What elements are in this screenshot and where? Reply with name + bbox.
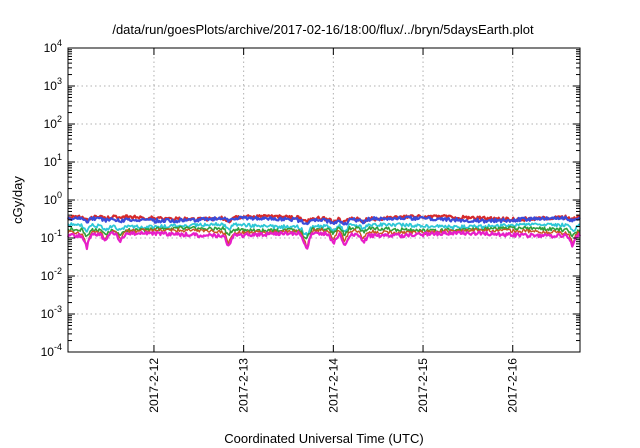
y-tick-base: 10	[44, 193, 58, 207]
y-tick-exponent: 4	[57, 38, 62, 48]
series-line	[67, 227, 581, 249]
y-tick-label: 102	[44, 114, 62, 131]
y-tick-exponent: 3	[57, 76, 62, 86]
y-tick-base: 10	[44, 117, 58, 131]
y-tick-label: 100	[44, 190, 62, 207]
y-tick-exponent: -1	[54, 228, 62, 238]
y-tick-base: 10	[44, 79, 58, 93]
y-tick-base: 10	[41, 269, 55, 283]
x-axis-label: Coordinated Universal Time (UTC)	[224, 431, 423, 446]
y-tick-label: 10-4	[41, 342, 62, 359]
y-tick-exponent: -3	[54, 304, 62, 314]
ticks	[68, 47, 580, 353]
y-tick-base: 10	[41, 345, 55, 359]
series-layer	[67, 214, 581, 251]
x-tick-label: 2017-2-13	[237, 358, 251, 413]
y-tick-exponent: 1	[57, 152, 62, 162]
x-tick-label: 2017-2-14	[326, 358, 340, 413]
series-line	[67, 215, 581, 226]
chart-title: /data/run/goesPlots/archive/2017-02-16/1…	[112, 22, 534, 37]
y-tick-label: 103	[44, 76, 62, 93]
y-axis-label: cGy/day	[10, 176, 25, 224]
series-line	[67, 230, 581, 251]
y-tick-base: 10	[41, 231, 55, 245]
series-line	[67, 214, 581, 225]
x-tick-label: 2017-2-15	[416, 358, 430, 413]
series-line	[67, 221, 581, 238]
y-tick-base: 10	[44, 41, 58, 55]
y-tick-label: 101	[44, 152, 62, 169]
y-tick-exponent: -2	[54, 266, 62, 276]
y-tick-base: 10	[44, 155, 58, 169]
x-tick-label: 2017-2-16	[506, 358, 520, 413]
x-tick-labels: 2017-2-12 2017-2-13 2017-2-14 2017-2-15 2017…	[147, 358, 520, 413]
y-tick-label: 104	[44, 38, 62, 55]
y-tick-exponent: -4	[54, 342, 62, 352]
y-tick-base: 10	[41, 307, 55, 321]
y-tick-label: 10-2	[41, 266, 62, 283]
y-tick-exponent: 2	[57, 114, 62, 124]
y-tick-exponent: 0	[57, 190, 62, 200]
x-tick-label: 2017-2-12	[147, 358, 161, 413]
y-tick-label: 10-3	[41, 304, 62, 321]
y-tick-label: 10-1	[41, 228, 62, 245]
grid	[68, 48, 580, 352]
